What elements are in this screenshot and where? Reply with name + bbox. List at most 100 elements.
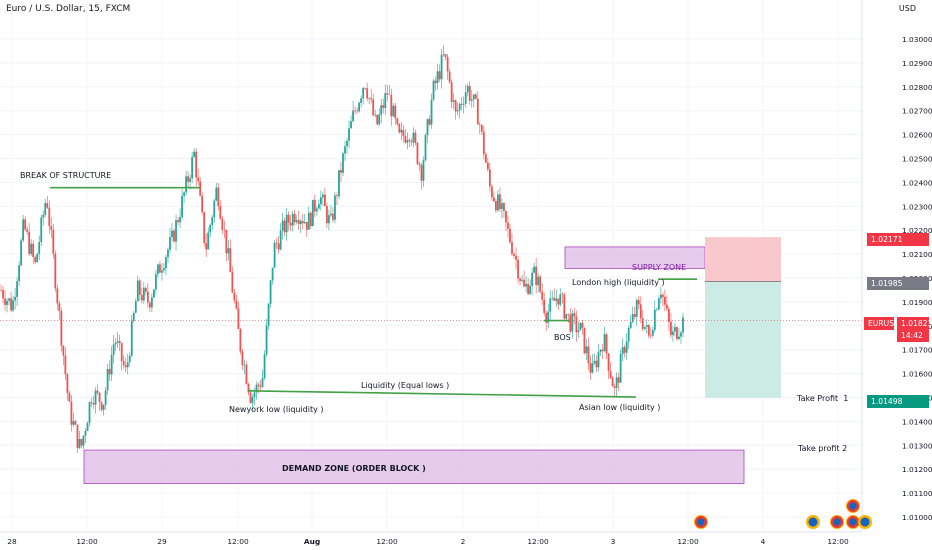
candle-body [617,377,620,383]
take-profit-area [705,281,781,398]
candle-body [205,242,208,250]
candle-body [366,88,369,99]
candle-body [74,421,77,425]
candle-body [241,351,244,366]
candle-body [152,289,155,298]
candle-body [68,392,71,402]
candle-body [565,313,568,319]
event-flag-icon[interactable] [694,515,708,529]
candle-body [444,54,447,58]
supply-zone-label: SUPPLY ZONE [632,263,687,272]
candle-body [297,220,300,225]
candle-body [402,129,405,137]
event-flag-icon[interactable] [846,499,860,513]
candle-body [577,330,580,333]
candle-body [476,98,479,125]
candle-body [46,203,49,208]
candle-body [370,98,373,100]
time-tick-label: 12:00 [527,537,549,546]
event-flag-icon[interactable] [830,515,844,529]
candle-body [231,272,234,293]
candle-body [649,335,652,337]
candle-body [150,297,153,308]
price-axis[interactable]: 1.03000 1.02900 1.02800 1.02700 1.02600 1.025… [861,0,932,532]
equal-lows-line [247,390,637,398]
time-tick-label: 28 [7,537,17,546]
candle-body [354,110,356,112]
candle-body [462,103,465,105]
candle-body [507,222,509,229]
candle-body [607,353,610,372]
candle-body [334,195,336,220]
candle-body [647,324,650,336]
candle-body [591,363,594,373]
candle-body [161,270,163,273]
candle-body [130,320,133,356]
take-profit-1-label: Take Profit 1 [797,394,849,403]
candle-body [364,88,367,89]
price-tick-label: 1.01700 [902,346,932,355]
candle-body [239,329,242,352]
candle-body [259,385,262,387]
candle-body [0,289,2,291]
candle-body [169,237,171,250]
symbol-title[interactable]: Euro / U.S. Dollar, 15, FXCM [6,4,131,14]
price-tick-label: 1.01900 [902,298,932,307]
candle-body [102,404,105,410]
demand-zone-label: DEMAND ZONE (ORDER BLOCK ) [282,464,426,473]
candle-body [213,200,216,218]
candle-body [456,110,459,112]
candle-body [267,303,270,326]
candle-body [271,267,274,281]
candle-body [492,197,495,202]
time-tick-label: 2 [461,537,466,546]
candle-body [553,297,556,301]
candle-body [165,257,167,269]
liquidity-equal-lows-label: Liquidity (Equal lows ) [361,381,450,390]
bos-label: BOS [554,333,571,342]
candle-body [281,220,284,231]
event-flag-icon[interactable] [846,515,860,529]
time-axis[interactable]: 28 12:00 29 12:00 Aug 12:00 2 12:00 3 12:00 4 12:00 [0,531,862,546]
candle-body [501,203,503,210]
candle-body [92,403,95,405]
candle-body [621,347,624,355]
candle-body [601,349,604,352]
candle-body [18,265,21,282]
event-flag-icon[interactable] [858,515,872,529]
candle-body [177,220,179,223]
event-flag-icon[interactable] [806,515,820,529]
candle-body [42,214,45,218]
candle-body [583,327,586,354]
candle-body [110,354,113,375]
candle-body [585,346,588,354]
candle-body [195,151,198,178]
candle-body [362,88,365,99]
symbol-price-badge[interactable]: EURUSD [864,317,900,330]
candle-body [670,321,672,336]
candle-body [589,363,592,373]
candle-body [98,392,101,403]
candle-body [187,176,189,182]
candle-body [466,85,469,93]
time-tick-label: 12:00 [376,537,398,546]
candle-body [499,194,501,210]
candle-body [299,220,302,225]
candle-body [245,364,248,384]
candle-body [344,146,346,154]
candle-body [495,201,497,211]
price-tick-label: 1.02800 [902,83,932,92]
candle-body [233,292,236,301]
candle-body [557,298,560,305]
candle-body [597,352,600,368]
time-tick-label: 12:00 [827,537,849,546]
candle-body [400,129,403,133]
candle-body [390,94,393,117]
candle-body [126,362,129,368]
candle-body [22,219,25,241]
candle-body [38,241,41,254]
candle-body [503,203,505,212]
candle-body [523,279,525,287]
